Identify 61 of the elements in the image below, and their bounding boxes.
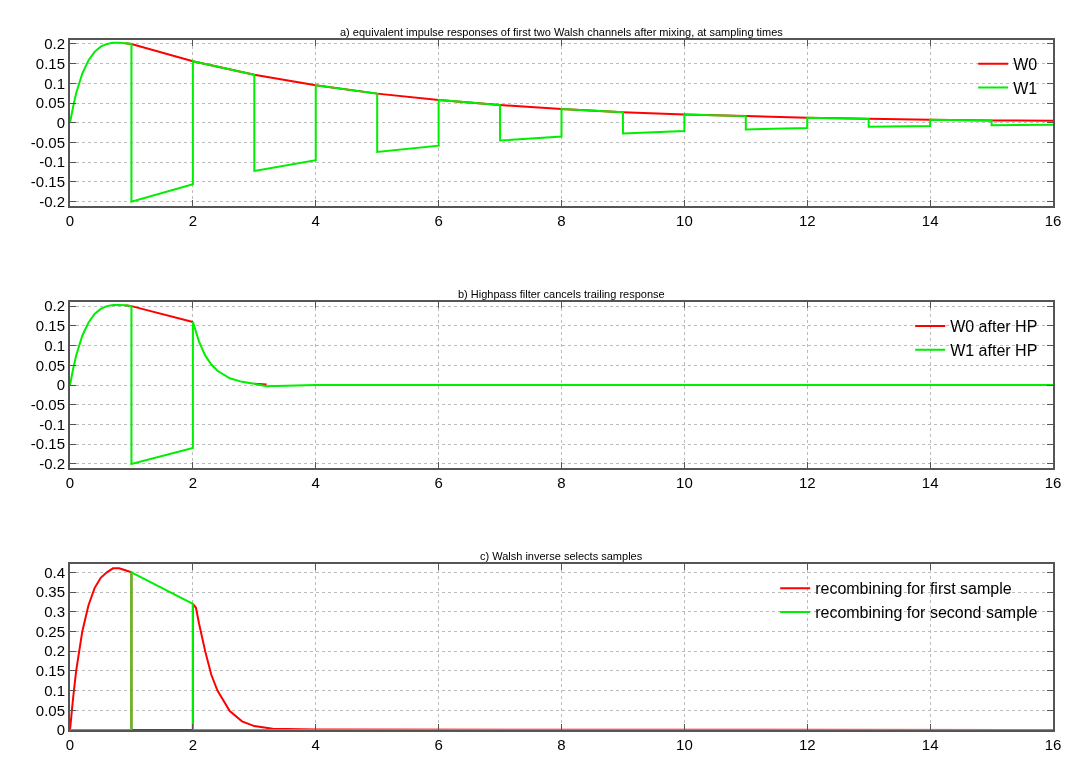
chart-title: c) Walsh inverse selects samples: [480, 550, 643, 562]
x-tick-label: 2: [188, 473, 198, 491]
x-tick-label: 12: [798, 736, 816, 753]
y-tick-label: 0.15: [35, 54, 65, 72]
x-tick-label: 4: [311, 211, 320, 229]
x-tick-label: 10: [676, 473, 693, 491]
y-tick-label: 0.15: [35, 317, 65, 335]
y-tick-label: 0.1: [44, 336, 65, 354]
x-tick-label: 6: [434, 473, 443, 491]
y-tick-label: -0.2: [39, 455, 65, 473]
y-tick-label: -0.05: [30, 395, 65, 413]
x-tick-label: 14: [921, 473, 939, 491]
y-tick-label: -0.15: [30, 173, 65, 191]
x-tick-label: 16: [1044, 211, 1062, 229]
x-tick-label: 16: [1044, 473, 1062, 491]
y-tick-label: 0.1: [44, 74, 65, 92]
legend-label: W0: [1013, 56, 1038, 74]
y-tick-label: 0.05: [35, 701, 65, 719]
x-tick-label: 12: [798, 211, 816, 229]
y-tick-label: 0.1: [44, 681, 65, 699]
y-tick-label: 0.2: [44, 642, 65, 660]
y-tick-label: 0.05: [35, 94, 65, 112]
x-tick-label: 16: [1044, 736, 1062, 753]
x-tick-label: 2: [188, 211, 198, 229]
y-tick-label: -0.05: [30, 133, 65, 151]
y-tick-label: 0.3: [44, 602, 65, 620]
x-tick-label: 8: [557, 736, 566, 753]
legend-label: W1 after HP: [950, 342, 1038, 360]
x-tick-label: 8: [557, 211, 566, 229]
legend-label: recombining for first sample: [815, 580, 1012, 598]
y-tick-label: 0: [56, 721, 65, 739]
legend-label: W1: [1013, 79, 1038, 97]
y-tick-label: 0.25: [35, 622, 65, 640]
x-tick-label: 10: [676, 211, 693, 229]
legend-label: recombining for second sample: [815, 604, 1038, 622]
x-tick-label: 6: [434, 736, 443, 753]
y-tick-label: -0.15: [30, 435, 65, 453]
x-tick-label: 6: [434, 211, 443, 229]
y-tick-label: -0.1: [39, 415, 65, 433]
y-tick-label: -0.2: [39, 192, 65, 210]
y-tick-label: 0.35: [35, 583, 65, 601]
y-tick-label: 0: [56, 114, 65, 132]
y-tick-label: 0.2: [44, 297, 65, 315]
x-tick-label: 2: [188, 736, 198, 753]
y-tick-label: -0.1: [39, 153, 65, 171]
y-tick-label: 0.05: [35, 356, 65, 374]
x-tick-label: 14: [921, 211, 939, 229]
y-tick-label: 0.15: [35, 662, 65, 680]
chart-title: a) equivalent impulse responses of first two Walsh channels after mixing, at sampling times: [340, 26, 784, 38]
x-tick-label: 14: [921, 736, 939, 753]
chart-title: b) Highpass filter cancels trailing response: [458, 288, 665, 300]
y-tick-label: 0.4: [44, 563, 65, 581]
legend-label: W0 after HP: [950, 318, 1038, 336]
y-tick-label: 0: [56, 376, 65, 394]
y-tick-label: 0.2: [44, 35, 65, 53]
x-tick-label: 10: [676, 736, 693, 753]
x-tick-label: 8: [557, 473, 566, 491]
line-series: [70, 41, 1053, 203]
x-tick-label: 12: [798, 473, 816, 491]
x-tick-label: 4: [311, 736, 320, 753]
x-tick-label: 4: [311, 473, 320, 491]
